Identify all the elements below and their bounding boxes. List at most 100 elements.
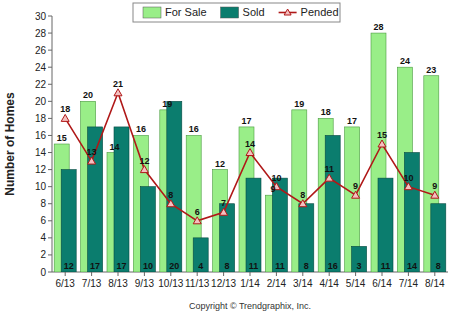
- x-tick: [408, 272, 409, 276]
- x-tick-label: 12/13: [211, 278, 236, 289]
- marker: [246, 149, 254, 156]
- data-label: 19: [162, 99, 172, 109]
- x-tick-label: 7/13: [82, 278, 102, 289]
- y-tick: [48, 254, 52, 255]
- x-tick: [302, 272, 303, 276]
- y-tick: [48, 152, 52, 153]
- y-tick-label: 28: [35, 28, 47, 39]
- bar: [378, 178, 393, 272]
- y-tick: [48, 84, 52, 85]
- y-tick-label: 18: [35, 113, 47, 124]
- marker: [167, 200, 175, 207]
- data-label: 9: [270, 184, 275, 194]
- data-label: 17: [116, 261, 126, 271]
- data-label: 24: [400, 56, 410, 66]
- data-label: 8: [225, 261, 230, 271]
- data-label: 11: [324, 164, 334, 174]
- data-label: 14: [245, 139, 255, 149]
- data-label: 12: [215, 159, 225, 169]
- marker: [61, 114, 69, 121]
- legend-label: Pended: [301, 6, 339, 18]
- marker: [140, 166, 148, 173]
- bar: [61, 170, 76, 272]
- x-tick-label: 8/14: [425, 278, 445, 289]
- marker: [193, 217, 201, 224]
- legend-swatch: [221, 7, 239, 18]
- x-tick: [144, 272, 145, 276]
- x-tick-label: 4/14: [319, 278, 339, 289]
- y-tick: [48, 220, 52, 221]
- data-label: 11: [275, 261, 285, 271]
- marker: [325, 174, 333, 181]
- bar: [352, 246, 367, 272]
- y-tick-label: 20: [35, 96, 47, 107]
- y-tick: [48, 16, 52, 17]
- marker: [404, 183, 412, 190]
- data-label: 8: [168, 190, 173, 200]
- data-label: 20: [83, 90, 93, 100]
- data-label: 8: [436, 261, 441, 271]
- data-label: 19: [294, 99, 304, 109]
- x-tick: [355, 272, 356, 276]
- data-label: 23: [426, 65, 436, 75]
- data-label: 14: [109, 142, 119, 152]
- y-tick-label: 10: [35, 181, 47, 192]
- x-tick-label: 6/14: [372, 278, 392, 289]
- x-tick: [170, 272, 171, 276]
- x-tick: [118, 272, 119, 276]
- y-tick: [48, 118, 52, 119]
- data-label: 11: [249, 261, 259, 271]
- legend-swatch: [143, 7, 161, 18]
- x-tick: [276, 272, 277, 276]
- data-label: 15: [377, 130, 387, 140]
- plot-area: [54, 33, 446, 272]
- data-label: 8: [304, 261, 309, 271]
- bar: [431, 204, 446, 272]
- x-tick-label: 2/14: [267, 278, 287, 289]
- x-tick-label: 5/14: [346, 278, 366, 289]
- y-tick-label: 12: [35, 164, 47, 175]
- y-tick-label: 8: [40, 198, 46, 209]
- y-tick: [48, 135, 52, 136]
- y-axis-label: Number of Homes: [3, 92, 17, 196]
- x-tick-label: 10/13: [158, 278, 183, 289]
- y-tick-label: 22: [35, 79, 47, 90]
- y-tick-label: 6: [40, 215, 46, 226]
- marker: [352, 191, 360, 198]
- x-tick: [382, 272, 383, 276]
- bar: [220, 204, 235, 272]
- y-axis: [52, 16, 53, 272]
- marker: [378, 140, 386, 147]
- y-tick-label: 16: [35, 130, 47, 141]
- bar: [193, 238, 208, 272]
- data-label: 9: [353, 181, 358, 191]
- data-label: 18: [60, 104, 70, 114]
- legend-label: For Sale: [165, 6, 207, 18]
- bar: [404, 153, 419, 272]
- bar: [299, 204, 314, 272]
- y-tick: [48, 33, 52, 34]
- x-tick-label: 7/14: [399, 278, 419, 289]
- x-tick: [197, 272, 198, 276]
- marker: [114, 89, 122, 96]
- marker: [299, 200, 307, 207]
- legend: For Sale Sold Pended: [133, 3, 340, 22]
- data-label: 18: [321, 107, 331, 117]
- line: [65, 93, 435, 221]
- x-tick-label: 8/13: [108, 278, 128, 289]
- y-tick: [48, 186, 52, 187]
- data-label: 28: [373, 22, 383, 32]
- data-label: 11: [381, 261, 391, 271]
- x-tick: [250, 272, 251, 276]
- annotation: Copyright © Trendgraphix, Inc.: [189, 301, 311, 311]
- data-label: 16: [136, 124, 146, 134]
- y-tick: [48, 50, 52, 51]
- legend-label: Sold: [243, 6, 265, 18]
- data-label: 17: [90, 261, 100, 271]
- y-tick: [48, 67, 52, 68]
- bar: [167, 101, 182, 272]
- bar: [325, 135, 340, 272]
- bar: [140, 187, 155, 272]
- y-tick-label: 4: [40, 232, 46, 243]
- y-tick-label: 2: [40, 249, 46, 260]
